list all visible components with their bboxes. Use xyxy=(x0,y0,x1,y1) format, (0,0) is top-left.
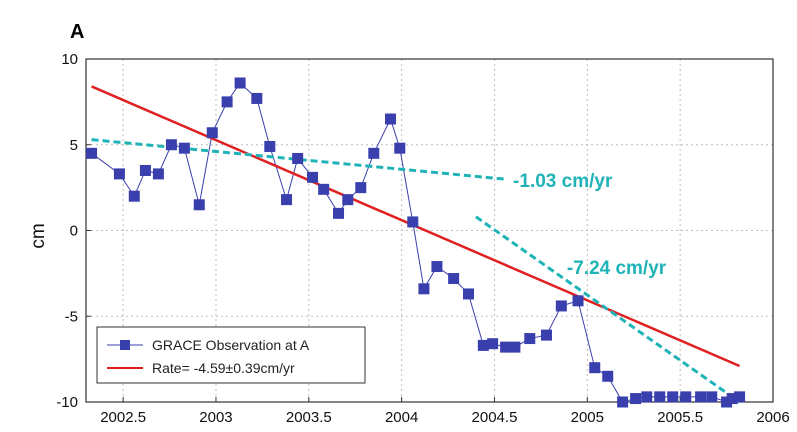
observation-point xyxy=(152,168,164,180)
observation-point xyxy=(726,393,738,405)
observation-point xyxy=(667,391,679,403)
observation-point xyxy=(555,300,567,312)
observation-point xyxy=(165,139,177,151)
observation-point xyxy=(128,190,140,202)
y-tick-label: 10 xyxy=(61,51,78,68)
y-tick-label: 5 xyxy=(70,137,78,154)
x-tick-label: 2003.5 xyxy=(286,409,332,426)
y-tick-label: -10 xyxy=(56,394,78,411)
observation-point xyxy=(86,147,98,159)
annotations: -1.03 cm/yr -7.24 cm/yr xyxy=(513,171,667,279)
observation-point xyxy=(500,341,512,353)
observation-point xyxy=(281,194,293,206)
observation-point xyxy=(385,113,397,125)
x-tick-label: 2004 xyxy=(385,409,418,426)
trend-annotation: -1.03 cm/yr xyxy=(513,171,613,192)
trend-annotation: -7.24 cm/yr xyxy=(567,258,667,279)
observation-point xyxy=(418,283,430,295)
observation-point xyxy=(355,182,367,194)
observation-point xyxy=(721,396,733,408)
observation-point xyxy=(654,391,666,403)
observation-point xyxy=(477,339,489,351)
observation-point xyxy=(342,194,354,206)
observation-point xyxy=(193,199,205,211)
observation-point xyxy=(734,391,746,403)
observation-point xyxy=(318,183,330,195)
observation-point xyxy=(509,341,521,353)
observation-point xyxy=(602,370,614,382)
observation-point xyxy=(206,127,218,139)
observation-point xyxy=(540,329,552,341)
observation-point xyxy=(617,396,629,408)
observation-point xyxy=(264,140,276,152)
observation-point xyxy=(572,295,584,307)
y-axis-label: cm xyxy=(28,223,49,248)
observation-point xyxy=(234,77,246,89)
observation-point xyxy=(524,333,536,345)
observation-point xyxy=(113,168,125,180)
observation-point xyxy=(487,338,499,350)
observation-point xyxy=(680,391,692,403)
observation-point xyxy=(178,142,190,154)
observation-point xyxy=(462,288,474,300)
x-tick-label: 2005.5 xyxy=(657,409,703,426)
y-tick-label: -5 xyxy=(65,308,78,325)
observation-point xyxy=(394,142,406,154)
x-tick-label: 2005 xyxy=(571,409,604,426)
observation-point xyxy=(251,92,263,104)
observation-point xyxy=(706,391,718,403)
observation-point xyxy=(368,147,380,159)
x-tick-label: 2002.5 xyxy=(100,409,146,426)
legend-box xyxy=(96,326,366,384)
observation-point xyxy=(431,261,443,273)
trend-line-early xyxy=(91,138,504,181)
observation-point xyxy=(307,171,319,183)
observation-point xyxy=(333,207,345,219)
x-tick-label: 2003 xyxy=(199,409,232,426)
legend: GRACE Observation at A Rate= -4.59±0.39c… xyxy=(96,326,366,384)
observation-point xyxy=(448,273,460,285)
observation-point xyxy=(407,216,419,228)
x-tick-label: 2004.5 xyxy=(472,409,518,426)
observation-point xyxy=(589,362,601,374)
trend-line-late xyxy=(475,215,741,404)
legend-label-rate: Rate= -4.59±0.39cm/yr xyxy=(152,360,295,376)
observation-point xyxy=(641,391,653,403)
observation-point xyxy=(221,96,233,108)
panel-label: A xyxy=(70,21,84,43)
observation-point xyxy=(292,152,304,164)
axis-ticks: 2002.5 2003 2003.5 2004 2004.5 2005 2005.5 2006… xyxy=(56,51,789,426)
observation-point xyxy=(139,164,151,176)
legend-obs-marker xyxy=(120,340,130,350)
observation-point xyxy=(630,393,642,405)
x-tick-label: 2006 xyxy=(756,409,789,426)
y-tick-label: 0 xyxy=(70,223,78,240)
legend-label-observation: GRACE Observation at A xyxy=(152,337,310,353)
observation-point xyxy=(695,391,707,403)
series xyxy=(86,77,746,408)
